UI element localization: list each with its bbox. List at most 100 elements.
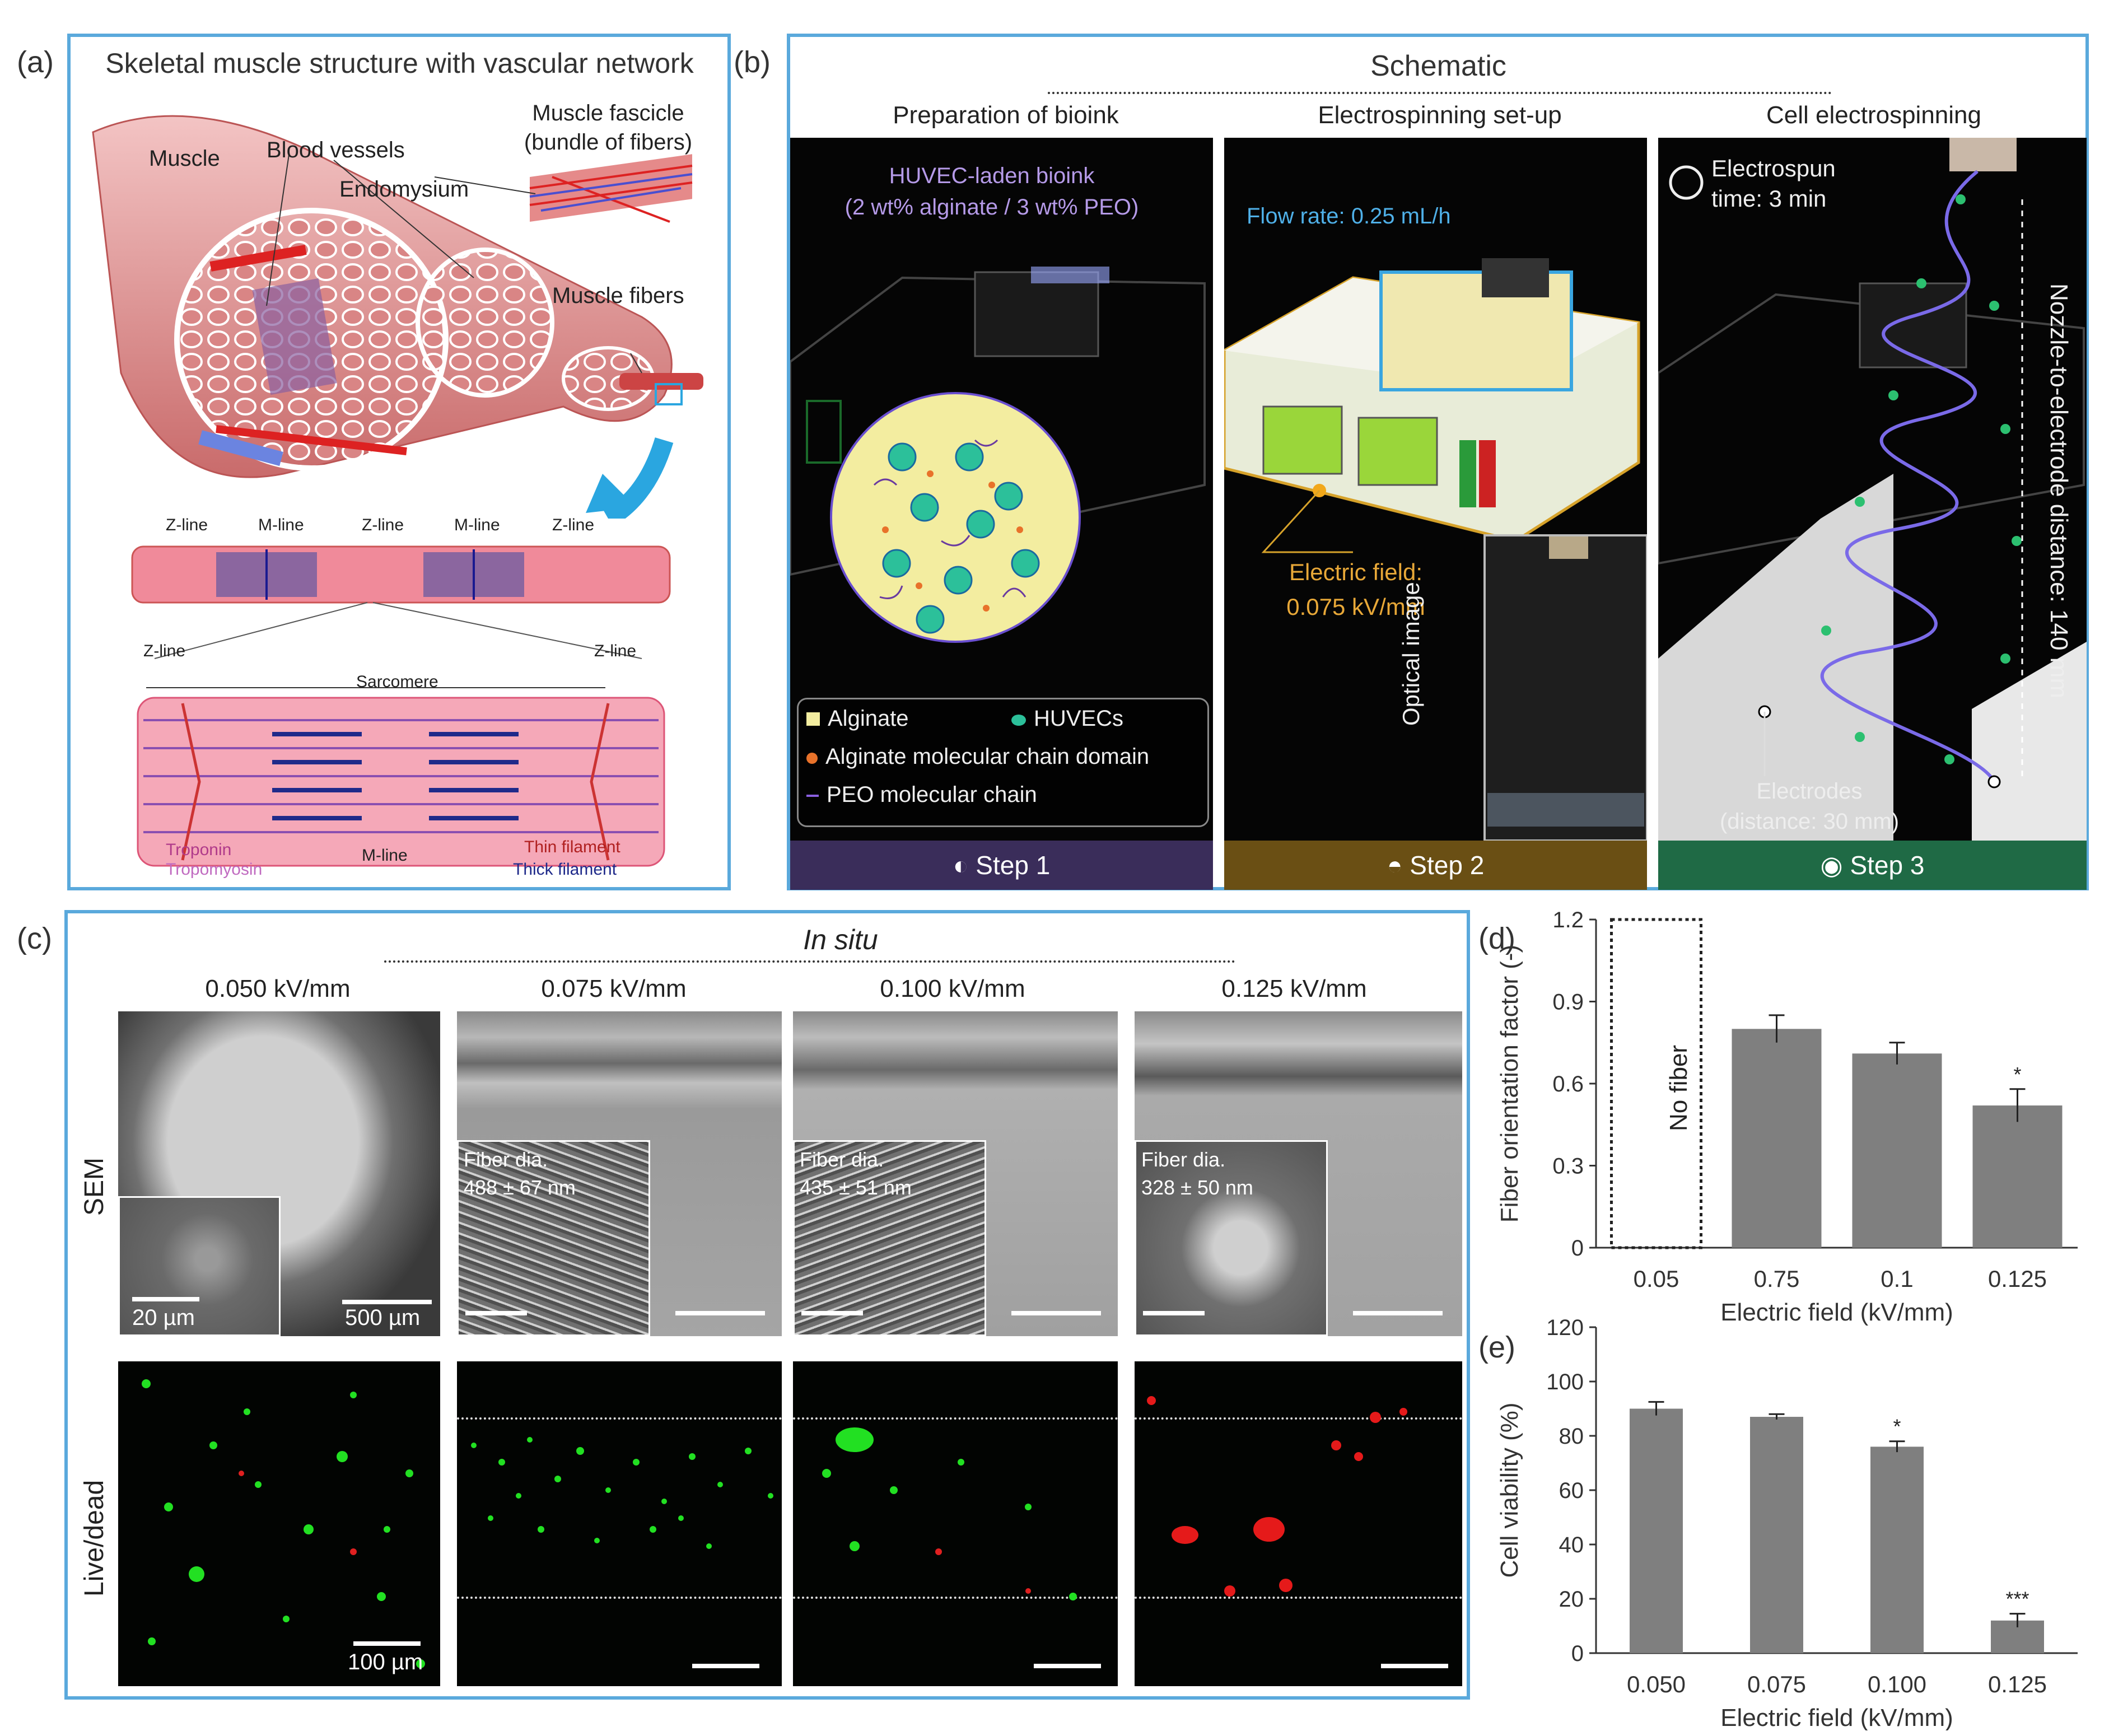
row-label-sem: SEM <box>80 1157 109 1216</box>
sem-image-1: 20 µm 500 µm <box>118 1011 440 1336</box>
label-endomysium: Endomysium <box>339 177 469 202</box>
scale-label-100: 100 µm <box>348 1650 423 1674</box>
label-muscle-fibers: Muscle fibers <box>552 283 684 308</box>
label-z1: Z-line <box>166 516 208 534</box>
label-z-right: Z-line <box>594 642 637 660</box>
panel-d-letter: (d) <box>1478 922 1515 955</box>
bioink-device <box>790 267 1206 643</box>
scale-bar-500 <box>342 1300 432 1304</box>
sem-image-3: Fiber dia. 435 ± 51 nm <box>793 1011 1118 1336</box>
label-thick-filament: Thick filament <box>513 860 617 879</box>
chart-d-y-tick-label-2: 0.6 <box>1552 1072 1584 1096</box>
sem-inset-4 <box>1135 1140 1328 1336</box>
panel-a-letter: (a) <box>17 45 54 79</box>
panel-e-letter: (e) <box>1478 1331 1515 1364</box>
scale-label-20: 20 µm <box>132 1305 195 1330</box>
chart-e-y-tick-label-4: 80 <box>1559 1424 1584 1449</box>
scale-bar-sem-3 <box>1011 1311 1101 1315</box>
fiber-boundary-top-3 <box>793 1417 1118 1420</box>
chart-e-y-axis-label: Cell viability (%) <box>1496 1403 1523 1578</box>
bioink-panel: HUVEC-laden bioink (2 wt% alginate / 3 w… <box>790 138 1213 841</box>
electrodes-label: Electrodes (distance: 30 mm) <box>1719 779 1900 834</box>
electrospinning-device <box>1224 258 1647 841</box>
fiber-orientation-chart: 0 0.3 0.6 0.9 1.2 0.05 0.75 0.1 0.125 * Electric f… <box>1496 908 2078 1326</box>
scale-label-500: 500 µm <box>345 1305 421 1330</box>
sem-inset-1 <box>118 1196 281 1336</box>
scale-bar-inset-2 <box>465 1311 527 1315</box>
in-situ-label: In situ <box>803 924 878 955</box>
legend-domain: Alginate molecular chain domain <box>806 744 1149 769</box>
electrospun-time-label: Electrospun time: 3 min <box>1711 155 1836 212</box>
chart-d-x-tick-label-3: 0.125 <box>1988 1266 2047 1292</box>
field-label-3: 0.100 kV/mm <box>880 975 1025 1002</box>
fiber-boundary-bottom-2 <box>457 1597 782 1599</box>
fiber-boundary-top-2 <box>457 1417 782 1420</box>
huvec-icon <box>1011 715 1026 726</box>
scale-bar-ld-3 <box>1034 1664 1101 1668</box>
label-z-left: Z-line <box>143 642 186 660</box>
fiber-boundary-top-4 <box>1135 1417 1462 1420</box>
domain-dot-icon <box>806 753 818 764</box>
live-dead-dots-2 <box>471 1437 773 1549</box>
step2-icon: ◓ <box>1387 851 1410 880</box>
col3-title: Cell electrospinning <box>1766 101 1981 129</box>
row-label-live-dead: Live/dead <box>80 1480 109 1597</box>
spiral-diagram <box>1658 138 2087 841</box>
label-m-line: M-line <box>362 846 408 865</box>
chart-e-x-tick-label-2: 0.100 <box>1868 1671 1926 1697</box>
electric-field-label: Electric field: 0.075 kV/mm <box>1286 559 1425 620</box>
panel-c-letter: (c) <box>17 922 52 955</box>
chart-e-bar-2 <box>1870 1446 1924 1653</box>
sem-inset-3 <box>793 1140 986 1336</box>
live-dead-image-1: 100 µm <box>118 1361 440 1686</box>
schematic-divider <box>1048 92 1832 94</box>
bioink-legend: Alginate HUVECs Alginate molecular chain… <box>797 698 1209 827</box>
chart-d-significance-3: * <box>2013 1063 2021 1086</box>
chart-e-x-tick-label-0: 0.050 <box>1627 1671 1686 1697</box>
live-dead-image-3 <box>793 1361 1118 1686</box>
legend-huvecs: HUVECs <box>1011 706 1123 731</box>
chart-e-x-tick-label-1: 0.075 <box>1747 1671 1806 1697</box>
sem-image-2: Fiber dia. 488 ± 67 nm <box>457 1011 782 1336</box>
optical-image-label: Optical image <box>1398 582 1424 726</box>
col1-title: Preparation of bioink <box>893 101 1119 129</box>
peo-line-icon <box>806 795 819 797</box>
chart-d-x-tick-label-2: 0.1 <box>1881 1266 1913 1292</box>
scale-bar-ld-4 <box>1381 1664 1448 1668</box>
live-dead-image-2 <box>457 1361 782 1686</box>
sem-image-4: Fiber dia. 328 ± 50 nm <box>1135 1011 1462 1336</box>
chart-e-y-tick-label-5: 100 <box>1546 1370 1584 1394</box>
panel-c: In situ 0.050 kV/mm 0.075 kV/mm 0.100 kV… <box>64 910 1470 1700</box>
chart-e-y-tick-label-6: 120 <box>1546 1316 1584 1340</box>
label-muscle: Muscle <box>149 146 220 171</box>
panel-b: Schematic Preparation of bioink Electros… <box>787 34 2089 890</box>
step3-icon: ◉ <box>1820 851 1850 880</box>
panel-a-title: Skeletal muscle structure with vascular … <box>105 48 694 79</box>
panel-b-letter: (b) <box>734 45 771 79</box>
fiber-dia-label-2: Fiber dia. 488 ± 67 nm <box>464 1148 576 1199</box>
cell-viability-chart: 0 20 40 60 80 100 120 0.050 0.075 0.100 * 0.125 *** E… <box>1496 1316 2078 1730</box>
chart-d-bar-1 <box>1732 1029 1822 1248</box>
field-label-1: 0.050 kV/mm <box>205 975 351 1002</box>
scale-bar-inset-4 <box>1143 1311 1205 1315</box>
scale-bar-sem-4 <box>1353 1311 1443 1315</box>
in-situ-divider <box>384 960 1235 963</box>
fiber-boundary-bottom-3 <box>793 1597 1118 1599</box>
fiber-dia-label-3: Fiber dia. 435 ± 51 nm <box>800 1148 912 1199</box>
label-z3: Z-line <box>552 516 595 534</box>
label-m2: M-line <box>454 516 500 534</box>
chart-d-y-tick-label-3: 0.9 <box>1552 990 1584 1015</box>
chart-e-y-tick-label-3: 60 <box>1559 1478 1584 1503</box>
col2-title: Electrospinning set-up <box>1318 101 1562 129</box>
chart-e-significance-2: * <box>1893 1415 1901 1438</box>
live-dead-dots-4 <box>1147 1396 1407 1597</box>
chart-e-x-axis-label: Electric field (kV/mm) <box>1720 1704 1953 1730</box>
chart-e-bar-1 <box>1750 1417 1803 1653</box>
step1-icon: ◐ <box>953 851 976 880</box>
step1-bar: ◐ Step 1 <box>790 841 1213 890</box>
step3-bar: ◉ Step 3 <box>1658 841 2087 890</box>
label-blood-vessels: Blood vessels <box>267 138 405 162</box>
chart-e-bar-0 <box>1630 1408 1683 1653</box>
chart-d-bar-2 <box>1852 1053 1942 1248</box>
chart-d-x-axis-label: Electric field (kV/mm) <box>1720 1299 1953 1326</box>
